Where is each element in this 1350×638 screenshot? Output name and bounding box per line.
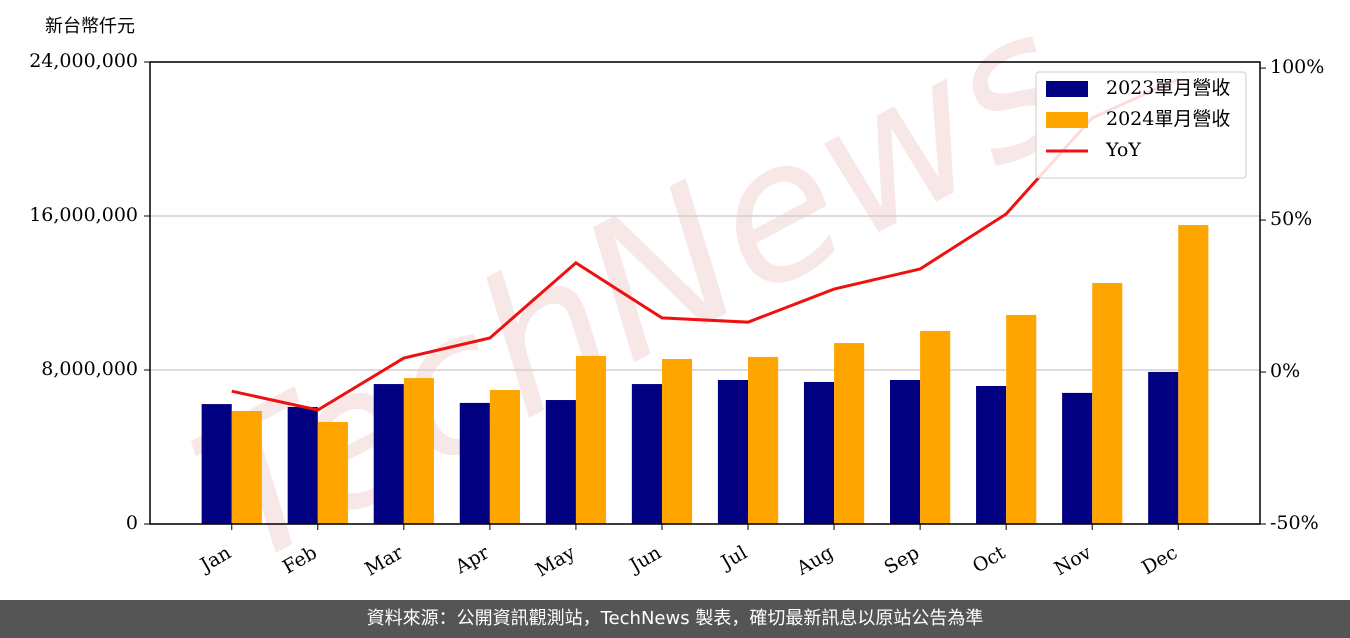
line [231,77,1179,412]
x-tick-label: Oct [969,541,1010,577]
bar [459,402,490,524]
bar [403,378,434,524]
bar [717,380,749,524]
x-tick-label: Jun [624,542,665,578]
y2-tick-label: -50% [1270,512,1319,534]
bar [287,406,318,524]
bar [1178,225,1209,525]
bar [231,411,262,524]
footer: 資料來源：公開資訊觀測站，TechNews 製表，確切最新訊息以原站公告為準 [0,600,1350,638]
legend-label: 2024單月營收 [1106,108,1230,130]
bar [834,343,865,524]
legend-box [1035,71,1247,179]
bar [976,385,1007,524]
y-tick-label: 0 [126,512,138,534]
bar [1148,371,1179,524]
x-tick-label: May [532,541,579,581]
bar [748,356,779,524]
bar [1092,282,1123,524]
y-tick-label: 24,000,000 [29,50,138,72]
x-tick-label: Apr [451,541,494,578]
bar [1006,314,1037,524]
chart: 新台幣仟元 TechNews08,000,00016,000,00024,000… [29,0,1324,600]
bar [631,384,662,524]
bar [317,421,348,524]
x-tick-label: Nov [1051,541,1096,580]
y2-tick-label: 0% [1270,360,1300,382]
bar [373,384,404,524]
bar [661,359,693,524]
y-tick-label: 16,000,000 [29,204,138,226]
bar [545,400,576,524]
x-tick-label: Dec [1138,542,1181,580]
x-tick-label: Jan [195,542,235,578]
x-tick-label: Sep [881,542,924,579]
legend-swatch [1046,81,1088,97]
bar [890,380,921,524]
bar [920,330,951,524]
bar [1062,392,1093,524]
legend-swatch [1046,112,1088,128]
x-tick-label: Aug [792,542,837,581]
y2-tick-label: 50% [1270,208,1312,230]
y-unit-label: 新台幣仟元 [45,16,135,37]
bar [575,355,607,524]
bar [803,381,835,524]
legend-label: YoY [1105,139,1141,161]
y2-tick-label: 100% [1270,56,1324,78]
y-tick-label: 8,000,000 [41,358,138,380]
legend-label: 2023單月營收 [1106,77,1230,99]
bar [201,404,232,524]
x-tick-label: Jul [716,542,751,575]
plot-frame [149,61,1261,525]
bar [489,390,520,524]
